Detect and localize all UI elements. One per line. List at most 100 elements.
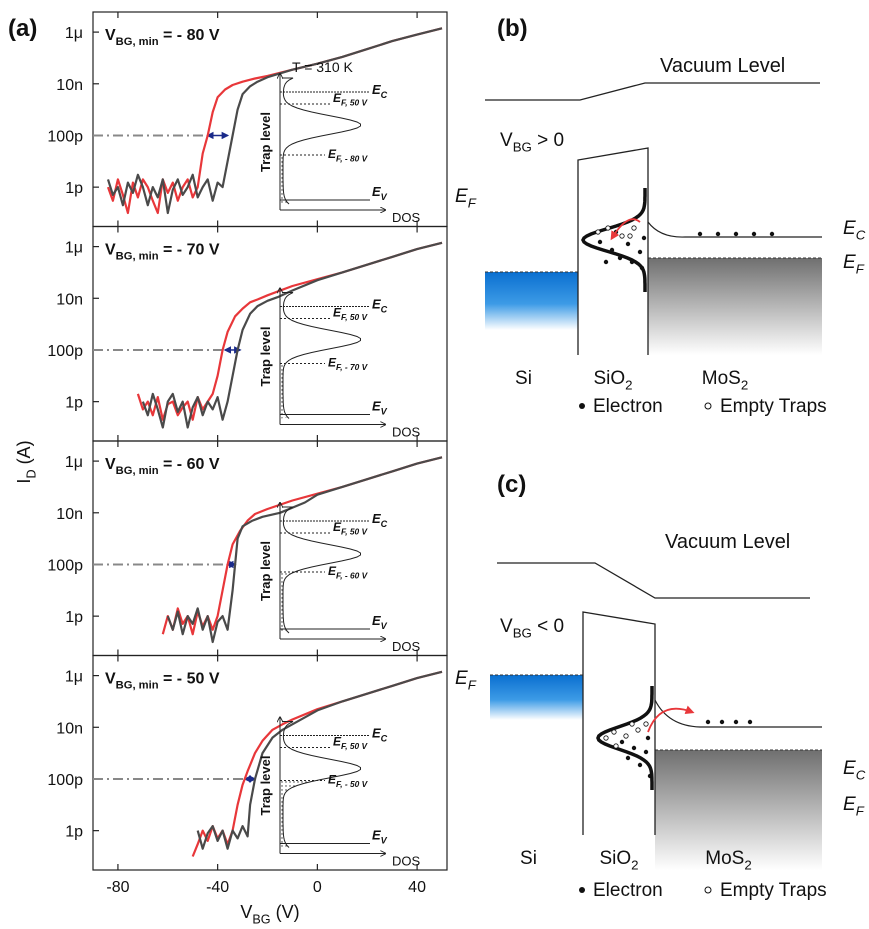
subscript: F <box>856 262 865 277</box>
si-band <box>485 272 578 330</box>
text-part: SiO <box>599 848 631 869</box>
subscript: D <box>24 469 38 478</box>
electron <box>705 719 711 725</box>
transfer-arrow <box>647 705 695 733</box>
text-part: V <box>500 130 513 151</box>
subscript: 2 <box>625 378 632 393</box>
y-tick-label: 100p <box>47 128 83 145</box>
text-part: E <box>455 186 468 207</box>
inset-ef-low: EF, - 60 V <box>328 564 369 581</box>
chart-title: VBG, min = - 80 V <box>105 27 220 48</box>
subscript: BG <box>513 140 532 155</box>
text-part: E <box>843 252 856 273</box>
inset-ef-high: EF, 50 V <box>333 91 368 108</box>
subscript: F <box>468 678 477 693</box>
text-part: > 0 <box>532 130 564 151</box>
electron <box>715 231 721 237</box>
si-band <box>490 675 583 720</box>
legend-electron <box>579 403 585 409</box>
x-tick-label: -40 <box>206 879 229 896</box>
vacuum-level <box>497 562 810 599</box>
legend-label: Empty Traps <box>720 880 827 901</box>
electron <box>629 259 635 265</box>
subscript: V <box>381 621 388 631</box>
legend-label: Empty Traps <box>720 396 827 417</box>
electron <box>603 259 609 265</box>
text-part: V <box>105 242 116 259</box>
ef-left-label: EF <box>455 668 477 693</box>
chart-title: VBG, min = - 60 V <box>105 456 220 477</box>
subscript: BG, min <box>116 465 159 477</box>
inset-temperature: T = 310 K <box>292 59 354 75</box>
subscript: C <box>856 768 866 783</box>
text-part: E <box>372 613 381 628</box>
x-axis-label: VBG (V) <box>240 902 299 924</box>
text-part: (A) <box>14 440 34 469</box>
y-tick-label: 100p <box>47 772 83 789</box>
legend-label: Electron <box>593 396 663 417</box>
text-part: E <box>372 828 381 843</box>
subscript: F, - 50 V <box>336 779 369 789</box>
text-part: E <box>843 794 856 815</box>
text-part: E <box>328 356 337 370</box>
electron <box>751 231 757 237</box>
text-part: E <box>843 218 856 239</box>
trap-dos <box>282 506 361 634</box>
inset-y-label: Trap level <box>258 112 273 172</box>
inset-x-label: DOS <box>392 854 421 869</box>
y-tick-label: 1μ <box>65 240 83 257</box>
inset-ef-high: EF, 50 V <box>333 520 368 537</box>
ef-label: EF <box>843 252 865 277</box>
y-tick-label: 100p <box>47 557 83 574</box>
x-tick-label: 0 <box>313 879 322 896</box>
text-part: E <box>372 297 381 312</box>
text-part: = - 70 V <box>159 242 220 259</box>
conduction-band <box>654 699 822 728</box>
x-tick-label: 40 <box>408 879 426 896</box>
y-tick-label: 10n <box>56 506 83 523</box>
vacuum-level <box>485 82 820 101</box>
text-part: I <box>14 479 34 484</box>
subscript: V <box>381 192 388 202</box>
y-tick-label: 1p <box>65 609 83 626</box>
empty-trap <box>635 727 641 733</box>
inset-y-label: Trap level <box>258 756 273 816</box>
y-tick-label: 1p <box>65 180 83 197</box>
subscript: F, 50 V <box>341 527 368 537</box>
chart-title: VBG, min = - 70 V <box>105 242 220 263</box>
inset-ec: EC <box>372 297 388 315</box>
subscript: F, - 70 V <box>336 362 369 372</box>
transfer-arrow <box>610 218 641 241</box>
text-part: V <box>105 671 116 688</box>
subscript: V <box>381 406 388 416</box>
text-part: E <box>372 184 381 199</box>
subscript: BG <box>513 626 532 641</box>
data-line <box>106 27 443 215</box>
electron <box>637 249 643 255</box>
text-part: E <box>372 511 381 526</box>
y-tick-label: 1μ <box>65 454 83 471</box>
panel-label: (a) <box>8 15 37 42</box>
y-tick-label: 10n <box>56 77 83 94</box>
inset-ec: EC <box>372 82 388 100</box>
data-line <box>166 456 443 644</box>
text-part: E <box>333 306 342 320</box>
subscript: F <box>856 804 865 819</box>
electron <box>637 762 643 768</box>
data-line <box>141 241 443 429</box>
empty-trap <box>629 721 635 727</box>
inset-x-label: DOS <box>392 210 421 225</box>
subscript: BG <box>252 912 270 924</box>
electron <box>697 231 703 237</box>
vacuum-label: Vacuum Level <box>660 55 785 77</box>
subscript: V <box>381 835 388 845</box>
inset-ef-high: EF, 50 V <box>333 735 368 752</box>
ec-label: EC <box>843 218 866 243</box>
empty-trap <box>631 225 637 231</box>
inset-ec: EC <box>372 511 388 529</box>
mos2-band <box>648 258 822 355</box>
subscript: F, 50 V <box>341 312 368 322</box>
subscript: BG, min <box>116 250 159 262</box>
text-part: E <box>372 726 381 741</box>
subscript: 2 <box>631 858 638 873</box>
